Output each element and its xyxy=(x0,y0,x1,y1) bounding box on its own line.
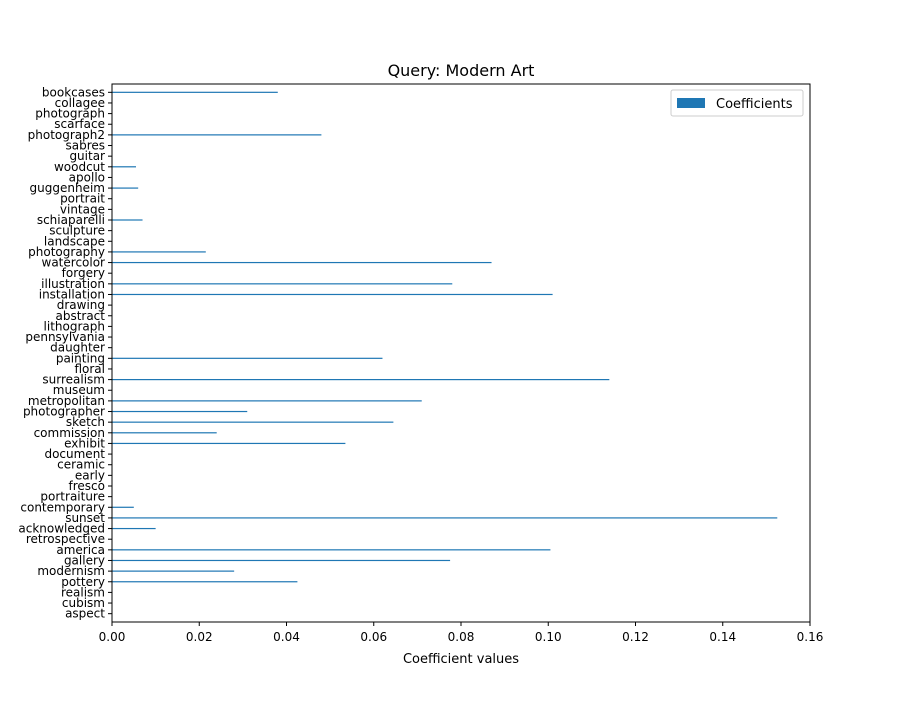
bar-woodcut xyxy=(112,166,136,168)
bar-sketch xyxy=(112,421,394,423)
y-tick-label: exhibit xyxy=(64,436,105,450)
y-tick-label: metropolitan xyxy=(28,394,105,408)
x-tick-label: 0.10 xyxy=(535,630,562,644)
y-tick-label: pottery xyxy=(61,575,105,589)
bar-photographer xyxy=(112,410,248,413)
y-tick-label: pennsylvania xyxy=(25,330,105,344)
y-axis: bookcasescollageephotographscarfacephoto… xyxy=(18,85,112,621)
y-tick-label: modernism xyxy=(37,564,105,578)
bar-schiaparelli xyxy=(112,219,143,221)
y-tick-label: cubism xyxy=(62,596,105,610)
y-tick-label: scarface xyxy=(54,117,105,131)
legend-label: Coefficients xyxy=(716,97,793,112)
y-tick-label: photography xyxy=(28,245,105,259)
bar-metropolitan xyxy=(112,400,422,402)
bar-illustration xyxy=(112,283,453,285)
y-tick-label: apollo xyxy=(69,170,105,184)
y-tick-label: commission xyxy=(34,426,105,440)
y-tick-label: ceramic xyxy=(57,458,105,472)
y-tick-label: floral xyxy=(74,362,105,376)
x-tick-label: 0.06 xyxy=(360,630,387,644)
bar-contemporary xyxy=(112,506,134,508)
plot-area-frame xyxy=(111,83,811,623)
y-tick-label: sculpture xyxy=(49,224,105,238)
bar-guggenheim xyxy=(112,187,139,189)
y-tick-label: forgery xyxy=(62,266,105,280)
bar-surrealism xyxy=(112,379,610,381)
bar-gallery xyxy=(112,559,451,562)
y-tick-label: fresco xyxy=(69,479,105,493)
y-tick-label: document xyxy=(44,447,105,461)
bar-acknowledged xyxy=(112,527,156,530)
legend-box xyxy=(670,89,804,117)
y-tick-label: contemporary xyxy=(20,500,105,514)
x-tick-label: 0.04 xyxy=(273,630,300,644)
y-tick-label: realism xyxy=(61,585,105,599)
y-tick-label: acknowledged xyxy=(18,522,105,536)
y-tick-label: lithograph xyxy=(44,319,105,333)
y-tick-label: sketch xyxy=(66,415,105,429)
bar-photograph2 xyxy=(112,134,322,136)
y-tick-label: aspect xyxy=(65,607,105,621)
y-tick-label: collagee xyxy=(55,96,105,110)
y-tick-label: sunset xyxy=(65,511,105,525)
y-tick-label: early xyxy=(75,468,105,482)
y-tick-label: photographer xyxy=(23,405,105,419)
bar-bookcases xyxy=(112,91,278,93)
y-tick-label: portraiture xyxy=(40,490,105,504)
y-tick-label: illustration xyxy=(41,277,105,291)
x-axis: 0.00 0.02 0.04 0.06 0.08 0.10 0.12 0.14 0.16 xyxy=(99,622,824,644)
y-tick-label: abstract xyxy=(55,309,105,323)
bar-exhibit xyxy=(112,442,346,445)
bar-painting xyxy=(112,357,383,359)
bar-america xyxy=(112,549,551,551)
y-tick-label: daughter xyxy=(50,341,105,355)
legend-swatch xyxy=(677,98,705,108)
x-tick-label: 0.08 xyxy=(448,630,475,644)
y-tick-label: guitar xyxy=(69,149,105,163)
y-tick-label: america xyxy=(56,543,105,557)
bars-layer xyxy=(112,91,778,583)
x-tick-label: 0.14 xyxy=(709,630,736,644)
y-tick-label: schiaparelli xyxy=(37,213,105,227)
y-tick-label: sabres xyxy=(65,139,105,153)
y-tick-label: guggenheim xyxy=(30,181,105,195)
y-tick-label: retrospective xyxy=(26,532,105,546)
x-tick-label: 0.16 xyxy=(797,630,824,644)
y-tick-label: installation xyxy=(39,287,105,301)
bar-pottery xyxy=(112,581,298,583)
x-tick-label: 0.02 xyxy=(186,630,213,644)
y-tick-label: woodcut xyxy=(54,160,105,174)
y-tick-label: museum xyxy=(53,383,105,397)
y-tick-label: painting xyxy=(56,351,105,365)
chart-title: Query: Modern Art xyxy=(388,61,535,80)
bar-watercolor xyxy=(112,261,492,264)
y-tick-label: photograph xyxy=(35,107,105,121)
y-tick-label: vintage xyxy=(60,202,105,216)
y-tick-label: photograph2 xyxy=(28,128,105,142)
y-tick-label: portrait xyxy=(60,192,105,206)
bar-installation xyxy=(112,293,553,296)
y-tick-label: landscape xyxy=(44,234,105,248)
y-tick-label: bookcases xyxy=(42,85,105,99)
x-tick-label: 0.00 xyxy=(99,630,126,644)
y-tick-label: drawing xyxy=(57,298,105,312)
bar-commission xyxy=(112,432,217,434)
y-tick-label: surrealism xyxy=(42,373,105,387)
legend: Coefficients xyxy=(670,89,804,117)
bar-sunset xyxy=(112,517,778,519)
y-tick-label: gallery xyxy=(64,553,105,567)
x-axis-label: Coefficient values xyxy=(403,652,519,667)
bar-photography xyxy=(112,251,206,253)
x-tick-label: 0.12 xyxy=(622,630,649,644)
bar-modernism xyxy=(112,570,235,572)
y-tick-label: watercolor xyxy=(42,256,106,270)
